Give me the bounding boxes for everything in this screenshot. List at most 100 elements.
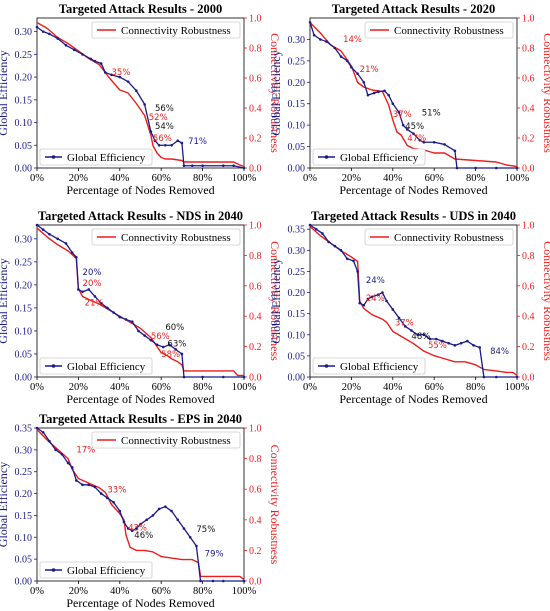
legend-global: Global Efficiency bbox=[39, 148, 153, 166]
y2-tick-label: 0.4 bbox=[522, 104, 535, 115]
y2-tick-label: 0.0 bbox=[522, 164, 535, 175]
y-tick-label: 0.25 bbox=[288, 56, 306, 67]
y2-tick-label: 0.6 bbox=[249, 281, 262, 292]
global-efficiency-point bbox=[339, 249, 343, 252]
x-tick-label: 60% bbox=[425, 382, 445, 393]
global-efficiency-point bbox=[112, 311, 115, 314]
legend-label: Connectivity Robustness bbox=[394, 25, 504, 37]
y2-axis-label: Connectivity Robustness bbox=[268, 33, 282, 153]
global-efficiency-point bbox=[99, 492, 103, 495]
y-tick-label: 0.35 bbox=[15, 424, 33, 435]
legend-global: Global Efficiency bbox=[39, 561, 153, 579]
global-efficiency-point bbox=[350, 65, 353, 69]
y-tick-label: 0.00 bbox=[288, 373, 306, 384]
global-efficiency-point bbox=[157, 143, 161, 147]
legend-connectivity: Connectivity Robustness bbox=[91, 228, 241, 246]
global-efficiency-point bbox=[312, 33, 316, 37]
y-tick-label: 0.05 bbox=[15, 555, 33, 566]
legend-box bbox=[39, 148, 153, 166]
global-efficiency-point bbox=[372, 91, 376, 95]
global-efficiency-point bbox=[118, 509, 122, 513]
y-tick-label: 0.30 bbox=[288, 246, 306, 257]
global-efficiency-point bbox=[75, 479, 78, 482]
plot-frame bbox=[36, 17, 245, 169]
connectivity-robustness-line bbox=[36, 21, 245, 168]
global-efficiency-point bbox=[195, 544, 198, 548]
annotation-label: 24% bbox=[366, 276, 385, 286]
y-axis-label: Global Efficiency bbox=[0, 50, 10, 135]
y2-tick-label: 0.0 bbox=[249, 164, 262, 175]
global-efficiency-point bbox=[64, 43, 68, 47]
annotation-label: 60% bbox=[165, 323, 184, 333]
x-tick-label: 0% bbox=[303, 382, 317, 393]
y2-tick-label: 0.2 bbox=[522, 342, 535, 353]
global-efficiency-point bbox=[495, 375, 498, 379]
connectivity-robustness-line bbox=[309, 225, 518, 377]
global-efficiency-point bbox=[242, 375, 246, 379]
global-efficiency-point bbox=[356, 270, 359, 273]
y-tick-label: 0.10 bbox=[15, 533, 33, 544]
annotation-label: 75% bbox=[196, 525, 215, 535]
global-efficiency-point bbox=[176, 518, 180, 522]
y-tick-label: 0.15 bbox=[15, 511, 33, 522]
legend-label: Connectivity Robustness bbox=[121, 232, 231, 244]
x-tick-label: 100% bbox=[505, 382, 530, 393]
y2-tick-label: 0.4 bbox=[249, 312, 262, 323]
y-tick-label: 0.05 bbox=[288, 351, 306, 362]
global-efficiency-point bbox=[170, 143, 173, 147]
global-efficiency-point bbox=[124, 318, 128, 321]
x-tick-label: 80% bbox=[193, 173, 213, 184]
y-axis-label: Global Efficiency bbox=[0, 258, 10, 343]
global-efficiency-point bbox=[35, 25, 39, 29]
global-efficiency-point bbox=[41, 30, 45, 33]
legend-global: Global Efficiency bbox=[312, 357, 426, 375]
global-efficiency-point bbox=[35, 426, 39, 430]
global-efficiency-point bbox=[137, 329, 140, 333]
x-tick-label: 20% bbox=[69, 173, 89, 184]
y2-tick-label: 0.6 bbox=[249, 74, 262, 85]
global-efficiency-point bbox=[356, 72, 359, 76]
y2-tick-label: 1.0 bbox=[522, 221, 535, 232]
annotation-label: 45% bbox=[405, 122, 424, 132]
chart-panel: Targeted Attack Results - UDS in 2040 0% 2… bbox=[269, 209, 550, 406]
legend-box bbox=[39, 357, 153, 375]
global-efficiency-point bbox=[459, 341, 463, 345]
global-efficiency-point bbox=[422, 140, 426, 144]
global-efficiency-point bbox=[70, 251, 74, 254]
global-efficiency-point bbox=[75, 255, 78, 259]
y-tick-label: 0.05 bbox=[15, 349, 33, 360]
legend-marker bbox=[51, 364, 56, 368]
x-tick-label: 60% bbox=[152, 173, 172, 184]
annotation-label: 56% bbox=[155, 104, 174, 114]
global-efficiency-point bbox=[391, 308, 395, 311]
global-efficiency-point bbox=[153, 139, 157, 143]
x-tick-label: 40% bbox=[383, 382, 403, 393]
global-efficiency-point bbox=[410, 329, 413, 332]
y-tick-label: 0.20 bbox=[288, 288, 306, 299]
legend-box bbox=[312, 148, 426, 166]
global-efficiency-point bbox=[81, 290, 84, 294]
x-axis-label: Percentage of Nodes Removed bbox=[66, 183, 214, 197]
annotation-label: 54% bbox=[155, 122, 174, 132]
annotation-label: 37% bbox=[395, 318, 414, 328]
legend-label: Global Efficiency bbox=[340, 361, 419, 373]
global-efficiency-point bbox=[149, 338, 153, 342]
chart-title: Targeted Attack Results - UDS in 2040 bbox=[311, 209, 516, 223]
global-efficiency-point bbox=[199, 579, 202, 583]
global-efficiency-point bbox=[387, 93, 390, 97]
annotation-label: 20% bbox=[83, 279, 102, 289]
legend-label: Connectivity Robustness bbox=[121, 25, 231, 37]
legend-label: Global Efficiency bbox=[67, 152, 146, 164]
y2-tick-label: 0.8 bbox=[522, 251, 535, 262]
legend-marker bbox=[324, 364, 329, 368]
y-tick-label: 0.15 bbox=[288, 99, 306, 110]
y2-tick-label: 0.0 bbox=[249, 373, 262, 384]
annotation-label: 21% bbox=[360, 65, 379, 75]
annotation-label: 47% bbox=[407, 134, 426, 144]
global-efficiency-point bbox=[93, 295, 97, 298]
annotation-label: 20% bbox=[83, 268, 102, 278]
legend-box bbox=[312, 357, 426, 375]
annotation-label: 51% bbox=[422, 109, 441, 119]
global-efficiency-point bbox=[99, 302, 103, 305]
